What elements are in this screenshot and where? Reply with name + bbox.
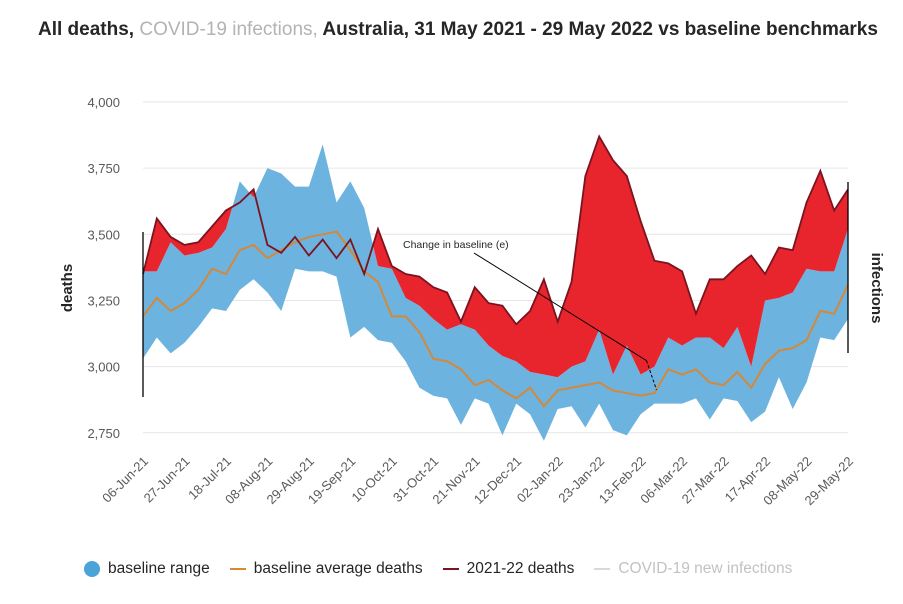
y-tick-label: 3,000 [87,360,120,375]
series-lines [142,134,849,408]
y-tick-label: 3,750 [87,161,120,176]
legend-item[interactable]: baseline average deaths [229,560,423,578]
legend-line-icon [594,568,611,570]
deaths-2021-22-line [142,134,849,326]
title-part-deaths: All deaths, [38,19,135,40]
legend-label: baseline average deaths [253,560,423,577]
y-tick-label: 3,500 [87,227,120,242]
title-part-covid: COVID-19 infections, [139,19,318,40]
chart-title: All deaths, COVID-19 infections, Austral… [38,16,878,44]
y-tick-label: 4,000 [87,95,120,110]
baseline-range-area [143,144,848,441]
y-axis-title: deaths [59,264,76,312]
legend-label: baseline range [108,560,210,577]
baseline-average-line [142,230,849,408]
y2-axis-title: infections [868,253,885,324]
legend-line-icon [442,568,459,570]
y-tick-label: 3,250 [87,293,120,308]
legend-label: 2021-22 deaths [466,560,575,577]
title-part-main: Australia, 31 May 2021 - 29 May 2022 vs … [322,19,878,40]
x-tick-label: 27-Jun-21 [141,454,193,506]
annotation-text: Change in baseline (e) [403,239,509,251]
baseline-range-layer [143,144,848,441]
annotation-line [473,252,647,362]
legend-item[interactable]: 2021-22 deaths [442,560,575,578]
annotation-layer: Change in baseline (e) [403,239,657,390]
y-tick-label: 2,750 [87,426,120,441]
legend-label: COVID-19 new infections [618,560,793,577]
legend-line-icon [229,568,246,570]
legend-item[interactable]: COVID-19 new infections [594,560,792,578]
annotation-dash [645,360,657,390]
legend: baseline range baseline average deaths 202… [84,560,812,578]
legend-item[interactable]: baseline range [84,560,210,578]
legend-dot-icon [84,561,100,577]
